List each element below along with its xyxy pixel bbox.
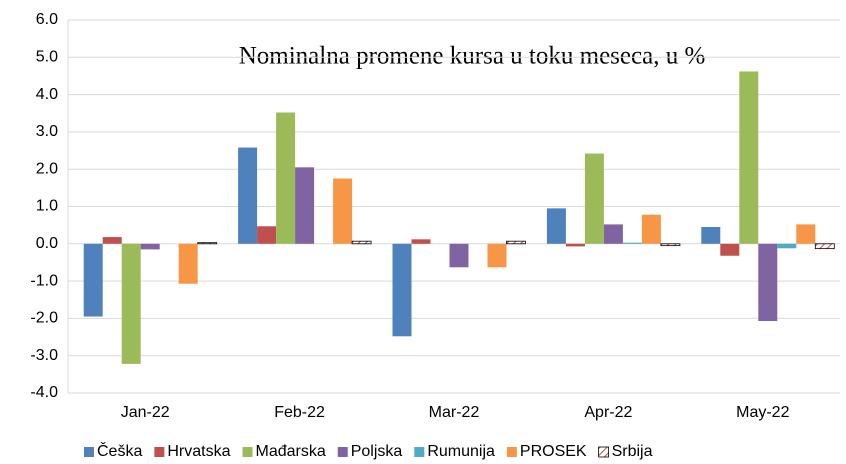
legend-label: PROSEK: [520, 443, 587, 460]
legend-label: Rumunija: [427, 443, 495, 460]
bar: [720, 243, 740, 256]
bar: [295, 167, 315, 244]
legend-marker: [84, 447, 94, 457]
bar: [276, 112, 296, 244]
legend-label: Češka: [97, 441, 142, 460]
chart-title: Nominalna promene kursa u toku meseca, u…: [239, 43, 706, 70]
bar: [257, 226, 277, 244]
y-tick-label: -3.0: [30, 347, 58, 364]
legend-label: Hrvatska: [167, 443, 230, 460]
bar: [178, 243, 198, 284]
y-tick-label: 0.0: [36, 235, 58, 252]
legend-label: Srbija: [612, 443, 653, 460]
y-tick-label: 4.0: [36, 86, 58, 103]
bar: [660, 243, 681, 247]
legend-marker: [242, 447, 253, 457]
bar: [584, 153, 604, 244]
bar: [333, 178, 353, 244]
y-tick-label: -4.0: [30, 384, 58, 401]
bar: [351, 240, 372, 245]
bar: [121, 243, 141, 364]
bar: [739, 71, 759, 244]
bar: [411, 239, 431, 244]
legend-marker: [598, 446, 609, 458]
bar: [487, 243, 507, 268]
y-tick-label: 3.0: [36, 123, 58, 140]
bar: [622, 242, 642, 244]
bar: [546, 208, 566, 244]
bar: [565, 243, 585, 247]
y-tick-label: 1.0: [36, 198, 58, 215]
legend-label: Poljska: [351, 443, 403, 460]
legend-marker: [414, 447, 425, 457]
legend-marker: [337, 447, 348, 457]
bar: [641, 214, 661, 244]
bar: [140, 243, 160, 250]
bar: [796, 224, 816, 244]
bar: [392, 243, 412, 337]
bar: [777, 243, 797, 249]
bar: [814, 243, 835, 250]
bar: [701, 227, 721, 244]
bar: [758, 243, 778, 322]
x-tick-label: Apr-22: [584, 404, 632, 421]
bar: [83, 243, 103, 317]
y-tick-label: -2.0: [30, 310, 58, 327]
y-tick-label: -1.0: [30, 272, 58, 289]
bar: [197, 242, 218, 245]
y-tick-label: 2.0: [36, 160, 58, 177]
bar: [449, 243, 469, 268]
bar: [238, 147, 258, 244]
x-tick-label: Jan-22: [121, 404, 170, 421]
x-tick-label: Feb-22: [274, 404, 325, 421]
bar: [102, 237, 122, 244]
x-tick-label: Mar-22: [429, 404, 480, 421]
x-tick-label: May-22: [736, 404, 789, 421]
legend-marker: [154, 447, 165, 457]
y-tick-label: 6.0: [36, 11, 58, 28]
legend-marker: [506, 447, 517, 457]
y-tick-label: 5.0: [36, 49, 58, 66]
bar: [603, 224, 623, 244]
bar: [506, 240, 526, 245]
legend-label: Mađarska: [255, 443, 325, 460]
